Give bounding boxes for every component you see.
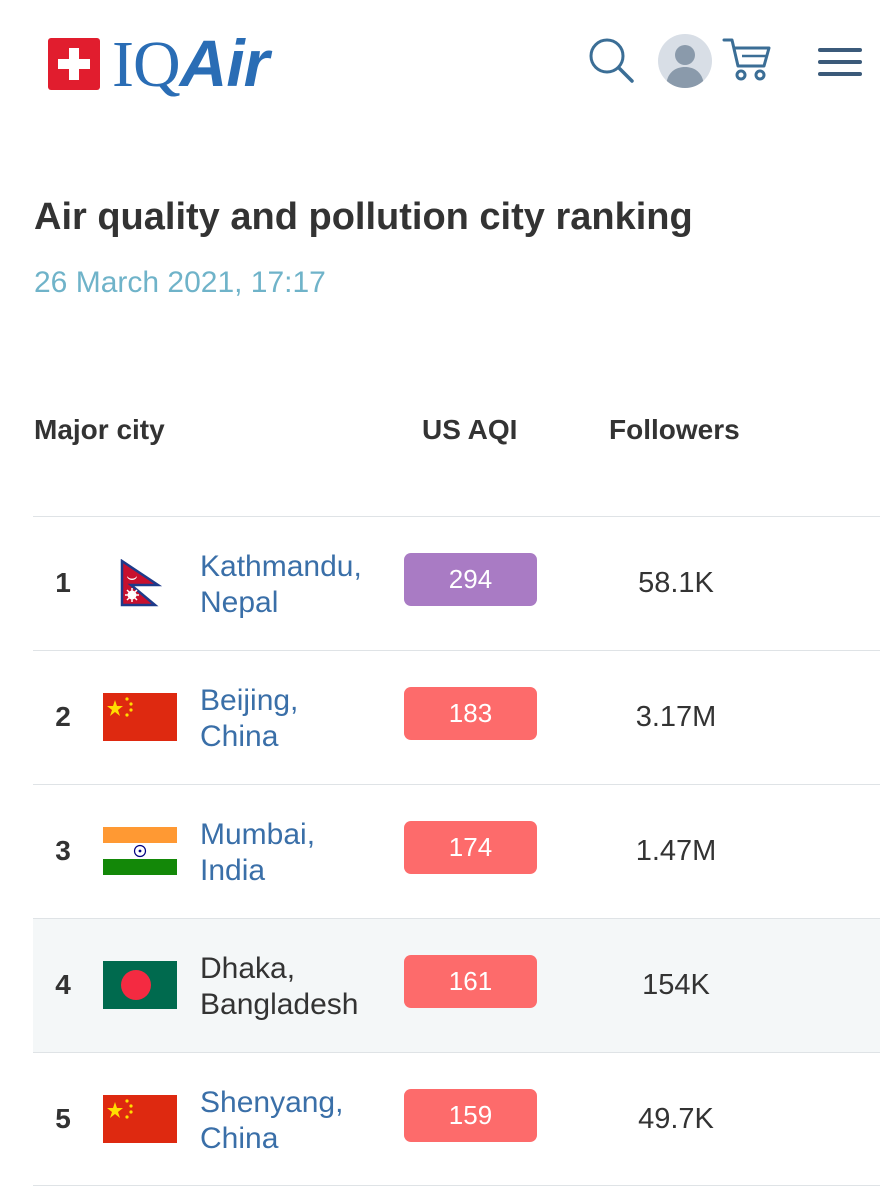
followers-count: 58.1K [638, 567, 714, 599]
site-header: IQAir [0, 0, 880, 120]
table-row[interactable]: 2 Beijing, China 183 3.17M [33, 650, 880, 784]
swiss-flag-icon [48, 38, 100, 90]
page-title: Air quality and pollution city ranking [34, 196, 693, 238]
followers-count: 49.7K [638, 1103, 714, 1135]
nepal-flag-icon [120, 559, 163, 607]
china-flag-icon [103, 1095, 177, 1143]
aqi-badge: 174 [404, 821, 537, 874]
followers-count: 1.47M [635, 835, 717, 867]
aqi-badge: 294 [404, 553, 537, 606]
city-link[interactable]: Mumbai, India [200, 818, 316, 887]
city-link[interactable]: Shenyang, China [200, 1086, 344, 1155]
cart-icon[interactable] [722, 36, 772, 82]
india-flag-icon [103, 827, 177, 875]
menu-icon[interactable] [818, 48, 862, 78]
rank-number: 4 [55, 969, 71, 1000]
logo-text: IQAir [112, 26, 269, 101]
rank-number: 3 [55, 835, 71, 866]
table-row[interactable]: 5 Shenyang, China 159 49.7K [33, 1052, 880, 1186]
rank-number: 1 [55, 567, 71, 598]
rank-number: 5 [55, 1103, 71, 1134]
rank-number: 2 [55, 701, 71, 732]
user-avatar-icon[interactable] [658, 34, 712, 88]
city-name[interactable]: Dhaka, Bangladesh [200, 952, 359, 1021]
table-row[interactable]: 4 Dhaka, Bangladesh 161 154K [33, 918, 880, 1052]
city-link[interactable]: Kathmandu, Nepal [200, 550, 362, 619]
followers-count: 154K [642, 969, 710, 1001]
aqi-badge: 183 [404, 687, 537, 740]
column-header-followers: Followers [609, 414, 740, 445]
aqi-badge: 161 [404, 955, 537, 1008]
ranking-table: 1 Kathmandu, Nepal 294 58.1K 2 [33, 516, 880, 1186]
ranking-date: 26 March 2021, 17:17 [34, 266, 326, 299]
aqi-badge: 159 [404, 1089, 537, 1142]
bangladesh-flag-icon [103, 961, 177, 1009]
followers-count: 3.17M [635, 701, 717, 733]
iqair-logo[interactable]: IQAir [48, 26, 269, 101]
search-icon[interactable] [587, 36, 635, 84]
table-row[interactable]: 3 Mumbai, India 174 1.47M [33, 784, 880, 918]
column-header-aqi: US AQI [422, 414, 518, 445]
city-link[interactable]: Beijing, China [200, 684, 299, 753]
table-row[interactable]: 1 Kathmandu, Nepal 294 58.1K [33, 516, 880, 650]
column-header-city: Major city [34, 414, 165, 445]
china-flag-icon [103, 693, 177, 741]
